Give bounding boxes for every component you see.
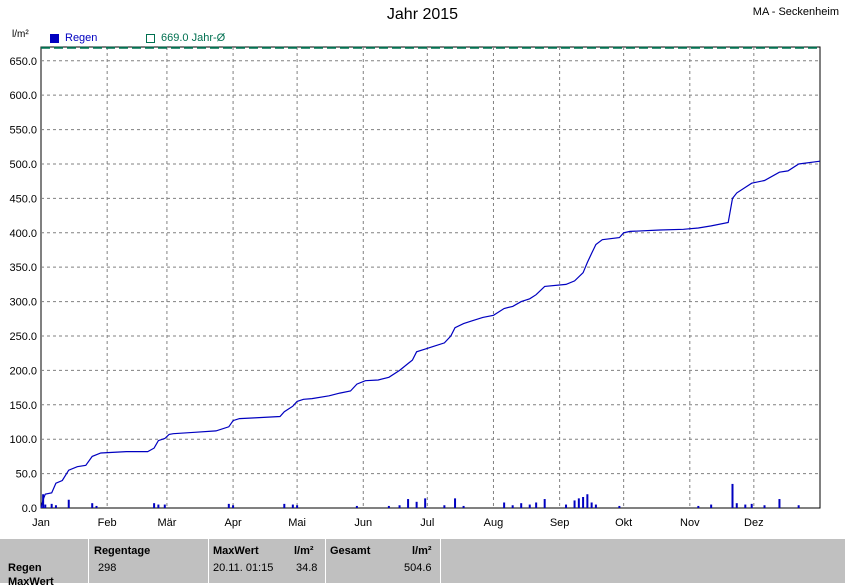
- x-tick-label: Jan: [32, 517, 50, 529]
- daily-rain-bar: [291, 504, 294, 508]
- x-tick-label: Okt: [615, 517, 632, 529]
- daily-rain-bar: [296, 505, 299, 508]
- daily-rain-bar: [462, 505, 465, 508]
- station-name: MA - Seckenheim: [752, 6, 839, 18]
- daily-rain-bar: [227, 503, 230, 508]
- daily-rain-bar: [454, 498, 457, 508]
- chart-title: Jahr 2015: [386, 6, 459, 23]
- daily-rain-bar: [763, 505, 766, 508]
- y-tick-label: 200.0: [9, 365, 37, 377]
- daily-rain-bar: [594, 504, 597, 508]
- y-tick-label: 250.0: [9, 331, 37, 343]
- x-tick-label: Jul: [420, 517, 434, 529]
- header-rain-days: Regentage: [94, 545, 151, 557]
- daily-rain-bar: [731, 483, 734, 508]
- daily-rain-bar: [744, 504, 747, 508]
- daily-rain-bar: [443, 505, 446, 508]
- y-tick-label: 150.0: [9, 400, 37, 412]
- x-tick-label: Jun: [354, 517, 372, 529]
- legend-item-average[interactable]: 669.0 Jahr-Ø: [146, 32, 225, 44]
- legend-item-rain[interactable]: Regen: [50, 32, 97, 44]
- daily-rain-bar: [565, 504, 568, 508]
- y-tick-label: 50.0: [16, 469, 37, 481]
- y-tick-label: 100.0: [9, 434, 37, 446]
- value-max: 34.8: [296, 562, 318, 574]
- y-tick-label: 400.0: [9, 228, 37, 240]
- legend-swatch-rain: [50, 33, 59, 43]
- daily-rain-bar: [163, 504, 166, 508]
- daily-rain-bar: [543, 499, 546, 508]
- x-tick-label: Aug: [484, 517, 504, 529]
- summary-table: Regen MaxWert Regentage 298 MaxWert l/m²…: [0, 539, 845, 588]
- daily-rain-bar: [95, 505, 98, 508]
- summary-row-label: Regen: [8, 562, 42, 574]
- x-tick-label: Feb: [98, 517, 117, 529]
- value-rain-days: 298: [98, 562, 117, 574]
- daily-rain-bar: [153, 503, 156, 508]
- daily-rain-bar: [535, 502, 538, 508]
- y-tick-label: 600.0: [9, 90, 37, 102]
- y-tick-label: 450.0: [9, 193, 37, 205]
- rain-chart: 0.0 50.0 100.0 150.0 200.0 250.0 300.0 350.0 400…: [9, 46, 821, 529]
- daily-rain-bar: [710, 504, 713, 508]
- daily-rain-bar: [577, 498, 580, 508]
- daily-rain-bar: [54, 505, 57, 508]
- legend-label-rain: Regen: [65, 32, 98, 44]
- daily-rain-bar: [157, 504, 160, 508]
- daily-rain-bar: [415, 501, 418, 508]
- daily-rain-bar: [750, 503, 753, 508]
- legend-swatch-average: [146, 33, 155, 43]
- y-tick-label: 650.0: [9, 56, 37, 68]
- daily-rain-bar: [67, 499, 70, 508]
- y-tick-label: 0.0: [22, 503, 37, 515]
- header-total: Gesamt: [330, 545, 371, 557]
- daily-rain-bar: [503, 502, 506, 508]
- header-max-unit: l/m²: [294, 545, 314, 557]
- value-total: 504.6: [404, 562, 432, 574]
- summary-row2-label: MaxWert: [8, 576, 54, 588]
- y-axis-unit: l/m²: [12, 29, 29, 40]
- daily-rain-bar: [355, 505, 358, 508]
- x-tick-label: Dez: [744, 517, 764, 529]
- daily-rain-bar: [520, 503, 523, 508]
- daily-rain-bar: [618, 505, 621, 508]
- x-tick-label: Mär: [157, 517, 176, 529]
- x-tick-label: Apr: [225, 517, 242, 529]
- x-tick-label: Mai: [288, 517, 306, 529]
- daily-rain-bar: [511, 505, 514, 508]
- daily-rain-bar: [582, 496, 585, 508]
- daily-rain-bar: [232, 505, 235, 508]
- x-tick-label: Nov: [680, 517, 700, 529]
- daily-rain-bar: [697, 505, 700, 508]
- daily-rain-bar: [283, 503, 286, 508]
- y-tick-label: 350.0: [9, 262, 37, 274]
- header-max-value: MaxWert: [213, 545, 259, 557]
- header-total-unit: l/m²: [412, 545, 432, 557]
- daily-rain-bar: [735, 503, 738, 508]
- y-tick-label: 500.0: [9, 159, 37, 171]
- x-tick-label: Sep: [550, 517, 570, 529]
- daily-rain-bar: [50, 503, 53, 508]
- daily-rain-bar: [590, 502, 593, 508]
- daily-rain-bar: [407, 499, 410, 508]
- daily-rain-bar: [586, 494, 589, 508]
- y-tick-label: 550.0: [9, 125, 37, 137]
- daily-rain-bar: [398, 505, 401, 508]
- daily-rain-bar: [797, 505, 800, 508]
- daily-rain-bar: [424, 498, 427, 508]
- daily-rain-bar: [778, 499, 781, 508]
- daily-rain-bar: [387, 505, 390, 508]
- daily-rain-bar: [573, 500, 576, 508]
- legend-label-average: 669.0 Jahr-Ø: [161, 32, 226, 44]
- y-tick-label: 300.0: [9, 297, 37, 309]
- daily-rain-bar: [44, 504, 47, 508]
- cumulative-rain-line: [40, 160, 821, 509]
- daily-rain-bar: [528, 504, 531, 508]
- daily-rain-bar: [91, 503, 94, 508]
- value-max-date: 20.11. 01:15: [213, 562, 274, 574]
